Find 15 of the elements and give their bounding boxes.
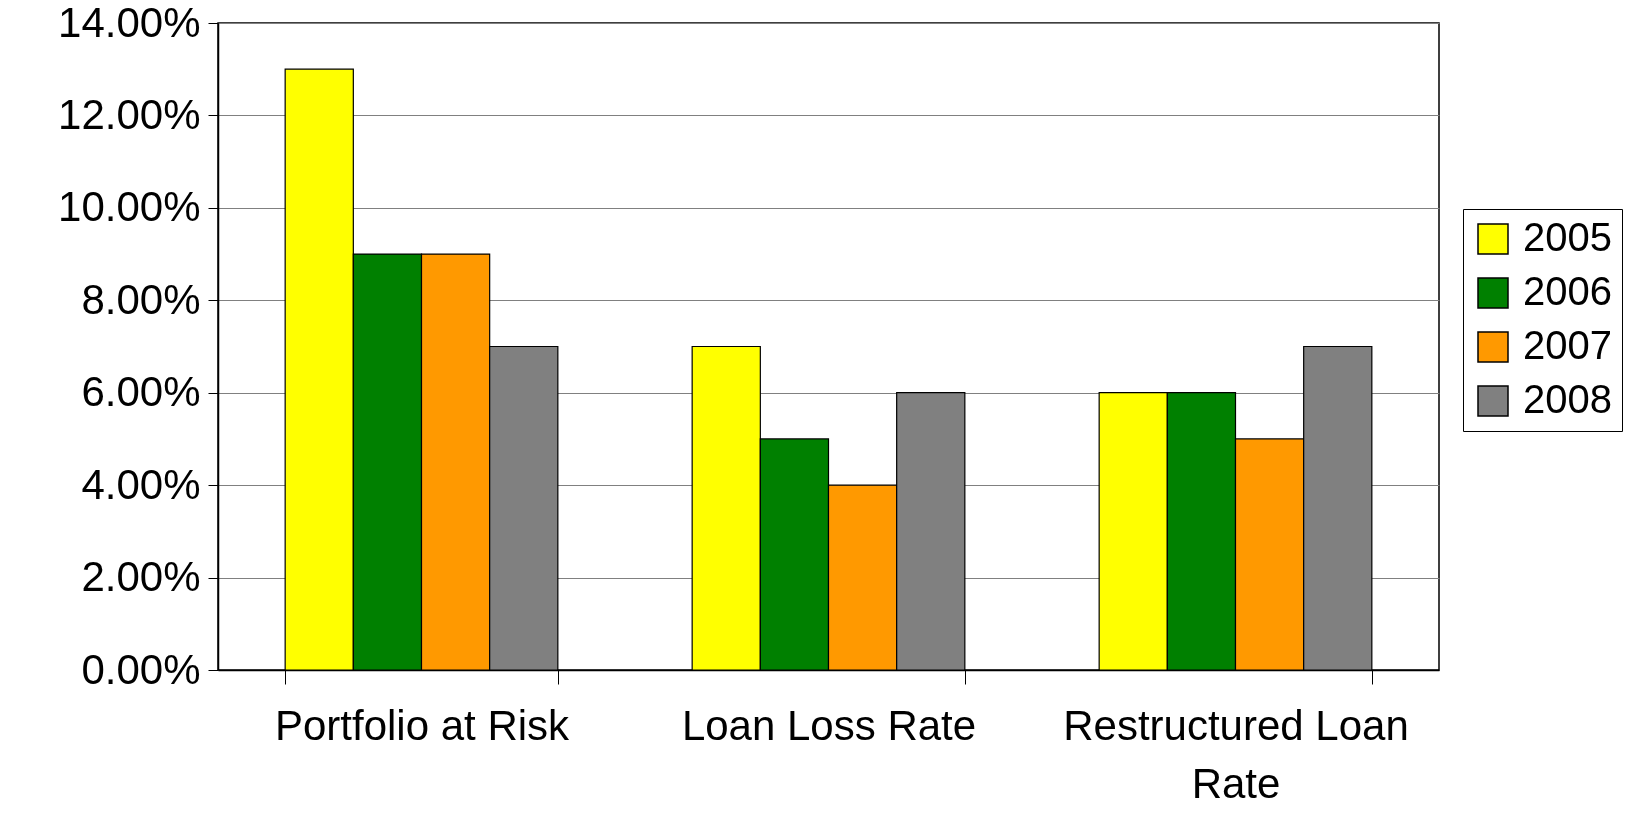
x-tick-label: Restructured Loan Rate [1063, 701, 1409, 807]
x-tick-label: Portfolio at Risk [274, 701, 571, 749]
legend-label: 2005 [1523, 215, 1612, 259]
legend-label: 2008 [1523, 377, 1612, 421]
y-tick-label: 8.00% [81, 275, 201, 323]
y-tick-label: 4.00% [81, 460, 201, 508]
y-tick-label: 10.00% [58, 183, 201, 231]
y-tick-label: 2.00% [81, 553, 201, 601]
legend-label: 2006 [1523, 269, 1612, 313]
x-tick-label: Loan Loss Rate [681, 701, 977, 749]
legend-label: 2007 [1523, 323, 1612, 367]
y-tick-label: 0.00% [81, 645, 201, 693]
y-tick-label: 14.00% [58, 0, 201, 46]
y-tick-label: 6.00% [81, 368, 201, 416]
y-tick-label: 12.00% [58, 90, 201, 138]
